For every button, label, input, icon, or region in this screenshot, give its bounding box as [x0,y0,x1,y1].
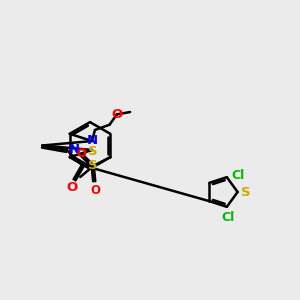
Text: S: S [241,185,251,199]
Text: N: N [86,134,98,147]
Text: O: O [111,108,122,121]
Text: O: O [90,184,100,197]
Text: S: S [88,159,98,172]
Text: Cl: Cl [221,211,235,224]
Text: O: O [76,146,86,160]
Text: Cl: Cl [231,169,244,182]
Text: N: N [68,143,80,156]
Text: S: S [88,145,98,158]
Text: O: O [67,181,78,194]
